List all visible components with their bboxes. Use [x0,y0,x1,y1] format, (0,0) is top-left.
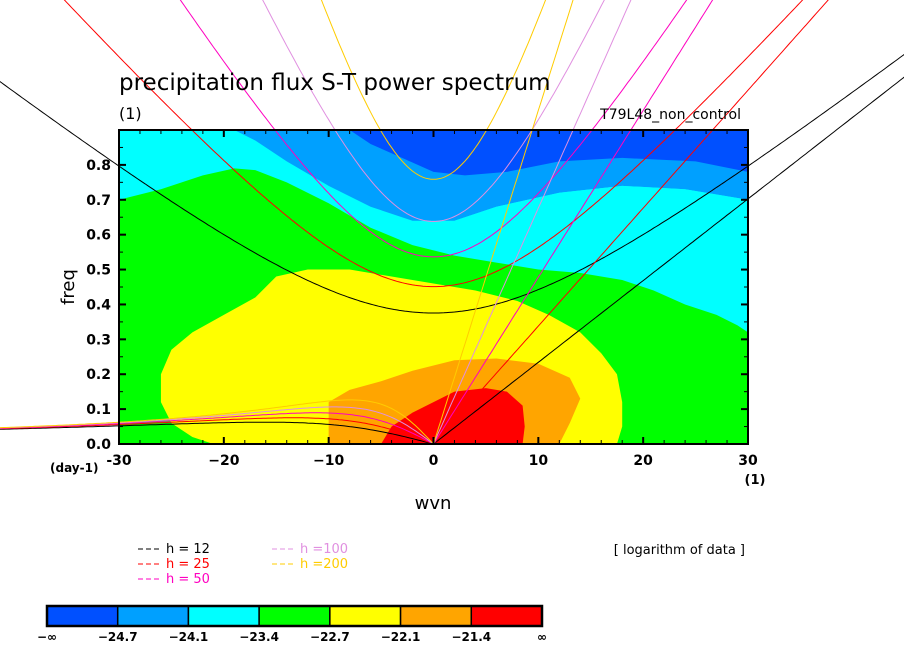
legend-item: h =100 [272,542,348,557]
axis-ticks [118,130,749,445]
colorbar-label: −21.4 [451,630,491,644]
colorbar-label: −22.7 [310,630,350,644]
legend-label: h = 50 [166,572,210,587]
x-axis-label: wvn [415,493,452,514]
colorbar-label: −23.4 [239,630,279,644]
inertia-gravity-wave-curve-h50 [179,0,688,258]
colorbar-label: −24.1 [169,630,209,644]
y-tick-label: 0.1 [86,402,111,418]
colorbar: −∞ −24.7 −24.1 −23.4 −22.7 −22.1 −21.4 ∞ [37,604,547,644]
legend-label: h =100 [300,542,348,557]
inertia-gravity-wave-curve-h100 [262,0,605,223]
x-tick-labels: -30 −20 −10 0 10 20 30 [106,453,758,469]
colorbar-frame [45,604,544,628]
y-unit-label: (day-1) [50,461,98,475]
x-tick-label: 0 [429,453,439,469]
x-unit-label: (1) [745,473,766,488]
chart-title: precipitation flux S-T power spectrum [119,70,551,96]
x-tick-label: 20 [633,453,653,469]
colorbar-swatch [329,605,402,627]
x-tick-label: −20 [208,453,239,469]
inertia-gravity-wave-curve-h200 [320,0,547,180]
colorbar-swatch [46,605,119,627]
colorbar-label: −∞ [37,630,57,644]
inertia-gravity-wave-curve-h25 [63,0,804,288]
colorbar-label: −24.7 [98,630,138,644]
x-tick-label: 30 [738,453,758,469]
y-tick-label: 0.5 [86,263,111,279]
y-axis-label: freq [58,269,79,305]
colorbar-swatch [399,605,473,627]
y-tick-label: 0.6 [86,228,111,244]
legend-item: h = 12 [138,542,210,557]
y-tick-label: 0.2 [86,367,111,383]
colorbar-swatch [470,605,543,627]
x-tick-label: −10 [313,453,344,469]
kelvin-wave-curve-h100 [433,0,632,445]
chart-subtitle-right: T79L48_non_control [599,107,741,123]
kelvin-wave-curve-h200 [433,0,574,445]
data-note: [ logarithm of data ] [614,543,745,558]
inertia-gravity-wave-curve-h12 [0,54,904,314]
colorbar-swatch [116,605,190,627]
contour-fills [119,130,748,444]
x-tick-label: 10 [529,453,549,469]
legend-label: h = 25 [166,557,210,572]
contour-fill-level-0 [328,130,748,176]
contour-fill-level-6 [381,388,525,444]
legend-item: h =200 [272,557,348,572]
legend-label: h =200 [300,557,348,572]
contour-fill-level-2 [454,185,748,253]
kelvin-wave-curve-h50 [433,0,714,445]
colorbar-swatch [258,605,331,627]
legend-item: h = 25 [138,557,210,572]
y-tick-labels: 0.0 0.1 0.2 0.3 0.4 0.5 0.6 0.7 0.8 [86,158,111,453]
y-tick-label: 0.3 [86,332,111,348]
colorbar-swatch [187,605,260,627]
chart-subtitle-left: (1) [119,104,142,123]
x-tick-label: -30 [106,453,132,469]
legend-label: h = 12 [166,542,210,557]
colorbar-label: ∞ [537,630,547,644]
legend-item: h = 50 [138,572,210,587]
kelvin-wave-curve-h25 [433,0,829,445]
colorbar-label: −22.1 [381,630,421,644]
y-tick-label: 0.7 [86,193,111,209]
y-tick-label: 0.4 [86,297,111,313]
y-tick-label: 0.8 [86,158,111,174]
y-tick-label: 0.0 [86,437,111,453]
